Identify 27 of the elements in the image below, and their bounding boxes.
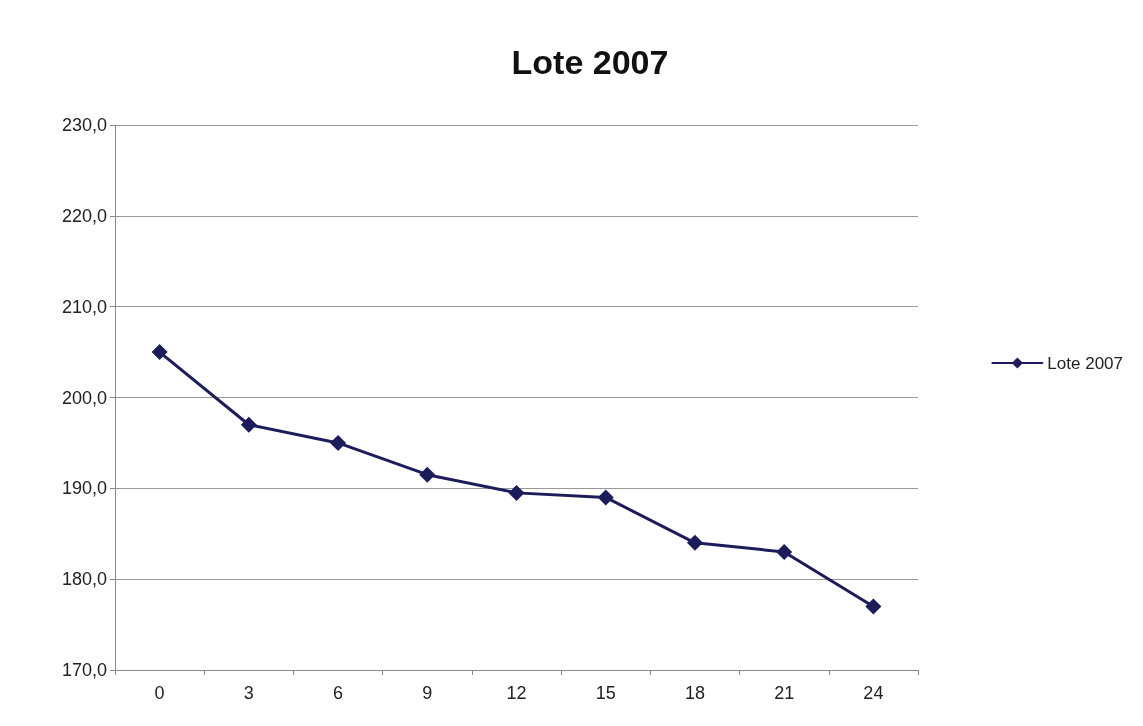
x-tick-label: 6: [333, 683, 344, 703]
x-tick-label: 12: [506, 683, 527, 703]
chart-title: Lote 2007: [511, 43, 669, 81]
point: [686, 534, 703, 551]
legend-label: Lote 2007: [1047, 353, 1124, 373]
point: [419, 466, 436, 483]
point: [151, 344, 168, 361]
point: [865, 598, 882, 615]
x-tick-label: 24: [863, 683, 884, 703]
point: [597, 489, 614, 506]
point: [508, 484, 525, 501]
point: [330, 434, 347, 451]
x-tick-label: 0: [154, 683, 165, 703]
x-tick-label: 18: [684, 683, 705, 703]
x-tick-label: 21: [774, 683, 795, 703]
y-tick-label: 230,0: [61, 115, 107, 135]
y-tick-label: 190,0: [61, 478, 107, 499]
point: [776, 543, 793, 560]
x-tick-label: 15: [595, 683, 616, 703]
y-tick-label: 170,0: [61, 660, 107, 680]
y-tick-label: 180,0: [61, 569, 107, 590]
y-tick-label: 210,0: [61, 296, 107, 317]
x-tick-label: 3: [243, 683, 254, 703]
x-tick-label: 9: [422, 683, 433, 703]
point: [240, 416, 257, 433]
y-tick-label: 220,0: [61, 205, 107, 226]
y-tick-label: 200,0: [61, 387, 107, 408]
